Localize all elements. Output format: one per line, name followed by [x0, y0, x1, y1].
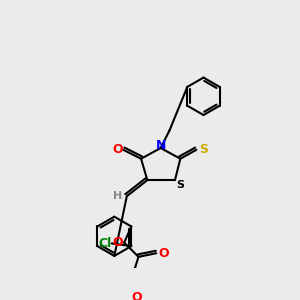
Text: O: O [112, 143, 123, 156]
Text: H: H [113, 191, 122, 201]
Text: S: S [176, 181, 184, 190]
Text: O: O [158, 247, 169, 260]
Text: O: O [112, 236, 123, 249]
Text: N: N [155, 139, 166, 152]
Text: O: O [131, 291, 142, 300]
Text: Cl: Cl [98, 237, 111, 250]
Text: S: S [199, 143, 208, 156]
